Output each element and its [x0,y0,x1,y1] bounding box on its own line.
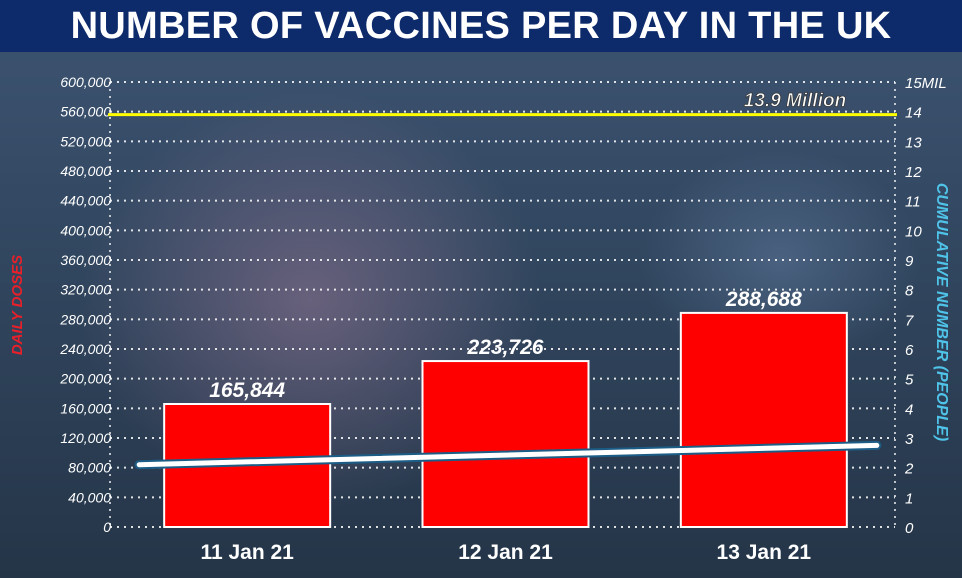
cumulative-line [136,442,880,468]
bar [679,311,848,528]
x-category-label: 13 Jan 21 [717,541,812,564]
y2-axis-label: CUMULATIVE NUMBER (PEOPLE) [933,183,950,441]
y-tick-label: 600,000 [60,74,111,90]
y-tick-label: 560,000 [60,104,111,120]
y2-tick-label: 14 [905,105,922,122]
y-axis-label: DAILY DOSES [9,255,26,355]
y2-tick-label: 8 [905,283,914,300]
y2-tick-label: 3 [905,431,914,448]
y-tick-label: 320,000 [60,282,111,298]
y2-tick-label: 9 [905,253,914,270]
y2-tick-label: 15MIL [905,75,947,92]
x-category-label: 12 Jan 21 [458,541,553,564]
y2-tick-label: 2 [904,461,914,478]
y-tick-label: 360,000 [60,252,111,268]
bar-data-label: 288,688 [725,288,802,311]
y-tick-label: 240,000 [59,341,111,357]
y2-tick-label: 7 [905,312,914,329]
y2-tick-label: 5 [905,372,914,389]
y-tick-label: 400,000 [60,222,111,238]
y2-tick-label: 12 [905,164,922,181]
bar [421,360,590,528]
title-bar: NUMBER OF VACCINES PER DAY IN THE UK [0,0,962,52]
y2-tick-label: 1 [905,490,913,507]
y-tick-label: 40,000 [68,489,111,505]
bar-data-label: 223,726 [467,336,544,359]
chart-title: NUMBER OF VACCINES PER DAY IN THE UK [70,5,892,47]
y-tick-label: 0 [103,519,111,535]
y2-tick-label: 13 [905,134,922,151]
bar-data-label: 165,844 [209,379,285,402]
y-tick-label: 440,000 [60,193,111,209]
y2-tick-label: 4 [905,401,913,418]
y2-tick-label: 10 [905,223,922,240]
y2-tick-label: 6 [905,342,914,359]
y-tick-label: 520,000 [60,133,111,149]
y-tick-label: 480,000 [60,163,111,179]
y-tick-label: 160,000 [60,400,111,416]
y-tick-label: 80,000 [68,460,111,476]
y-tick-label: 120,000 [60,430,111,446]
y2-tick-label: 11 [905,194,921,211]
target-label: 13.9 Million [744,91,846,112]
x-category-label: 11 Jan 21 [200,541,294,564]
y2-tick-label: 0 [905,520,914,537]
y-tick-label: 280,000 [59,311,111,327]
y-tick-label: 200,000 [59,371,111,387]
